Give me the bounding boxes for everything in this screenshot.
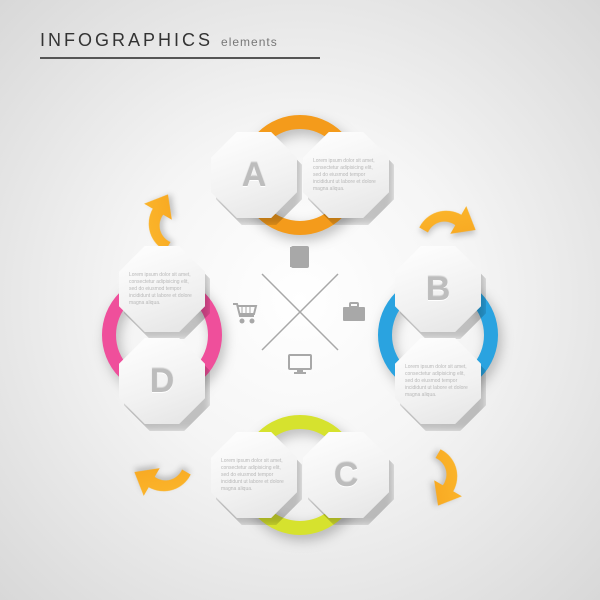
arrow-bottom-right [395,427,491,523]
letter-b: B [426,270,451,309]
monitor-icon [288,354,312,376]
letter-c: C [334,456,359,495]
arrow-bottom-left [117,429,213,525]
center-icon-group [240,252,360,372]
cart-icon [232,302,258,324]
diagram-stage: A Lorem ipsum dolor sit amet, consectetu… [0,0,600,600]
letter-d: D [150,362,175,401]
briefcase-icon [342,302,366,322]
book-icon [289,246,311,268]
letter-a: A [242,156,267,195]
